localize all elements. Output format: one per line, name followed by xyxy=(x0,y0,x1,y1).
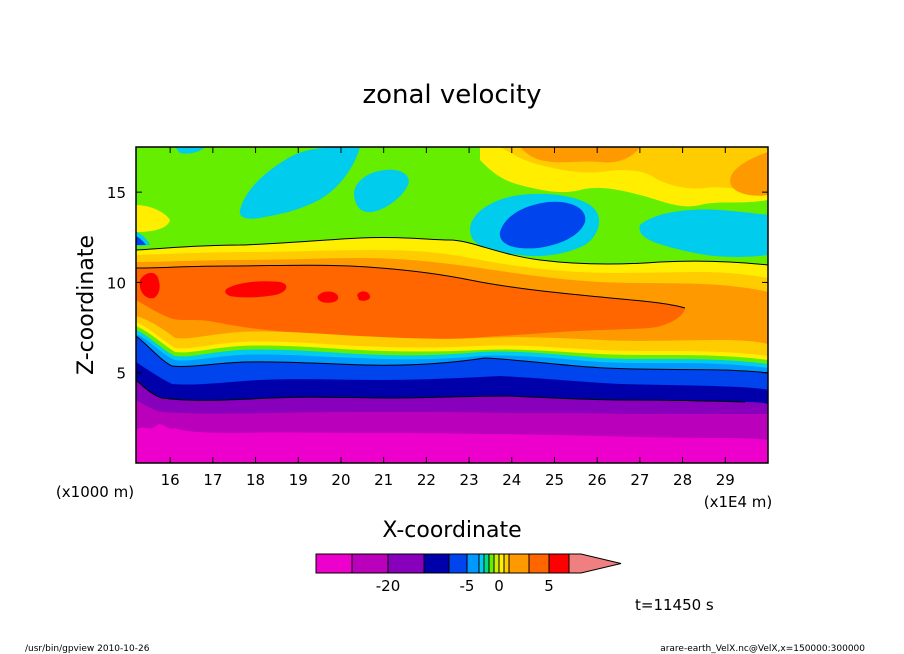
contour-region-cyan-2 xyxy=(354,169,409,213)
y-tick-label: 10 xyxy=(107,274,126,292)
contour-region-red-1 xyxy=(139,272,160,299)
x-tick-label: 28 xyxy=(673,471,692,489)
x-tick-label: 21 xyxy=(374,471,393,489)
x-tick-label: 19 xyxy=(289,471,308,489)
x-tick-label: 24 xyxy=(502,471,521,489)
contour-region-red-2 xyxy=(225,281,287,298)
x-tick-label: 29 xyxy=(716,471,735,489)
colorbar-segment xyxy=(493,553,500,574)
x-unit-label: (x1E4 m) xyxy=(704,493,773,511)
footer-right: arare-earth_VelX.nc@VelX,x=150000:300000 xyxy=(660,644,865,654)
colorbar-extension xyxy=(568,553,622,574)
y-axis-label: Z-coordinate xyxy=(74,235,99,375)
y-unit-label: (x1000 m) xyxy=(56,483,134,501)
contour-lines xyxy=(136,236,768,403)
colorbar-segment xyxy=(483,553,490,574)
x-tick-label: 22 xyxy=(417,471,436,489)
contour-region-cyan-1 xyxy=(239,147,360,219)
contour-region-blue-left xyxy=(136,236,146,245)
contour-region-upper-orange-2 xyxy=(730,152,768,196)
contour-region-upper-orange xyxy=(520,147,640,163)
contour-region-pink xyxy=(136,424,768,463)
colorbar-segment xyxy=(315,553,353,574)
colorbar-tick-label: 5 xyxy=(544,577,554,595)
colorbar-segment xyxy=(448,553,468,574)
colorbar-segment xyxy=(508,553,530,574)
contour-region-red-3 xyxy=(317,291,339,303)
x-tick-label: 25 xyxy=(545,471,564,489)
colorbar-tick-label: 0 xyxy=(494,577,504,595)
axis-ticks: 16 17 18 19 20 21 22 23 24 25 26 27 28 29 5 10 15 xyxy=(107,147,768,489)
y-tick-label: 5 xyxy=(116,365,126,383)
colorbar-segment xyxy=(503,553,510,574)
x-tick-label: 18 xyxy=(246,471,265,489)
x-tick-label: 20 xyxy=(331,471,350,489)
contour-region-left-yellow xyxy=(136,205,170,232)
colorbar-segment xyxy=(488,553,495,574)
colorbar-segment xyxy=(498,553,505,574)
colorbar-segment xyxy=(466,553,480,574)
time-annotation: t=11450 s xyxy=(635,596,714,614)
colorbar-tick-label: -20 xyxy=(376,577,401,595)
colorbar-segment xyxy=(351,553,389,574)
colorbar: -20 -5 0 5 xyxy=(315,553,622,595)
colorbar-segment xyxy=(423,553,450,574)
contour-region-blue-1 xyxy=(499,201,586,249)
plot-area xyxy=(136,147,768,463)
colorbar-segment xyxy=(478,553,485,574)
y-tick-label: 15 xyxy=(107,184,126,202)
contour-region-red-4 xyxy=(357,291,371,301)
footer-left: /usr/bin/gpview 2010-10-26 xyxy=(25,644,150,654)
x-axis-label: X-coordinate xyxy=(382,518,521,543)
chart-title: zonal velocity xyxy=(362,80,541,110)
x-tick-label: 26 xyxy=(588,471,607,489)
contour-region-cyan-4 xyxy=(639,209,768,257)
x-tick-label: 17 xyxy=(203,471,222,489)
colorbar-segment xyxy=(548,553,570,574)
x-tick-label: 27 xyxy=(630,471,649,489)
colorbar-tick-label: -5 xyxy=(460,577,475,595)
x-tick-label: 23 xyxy=(460,471,479,489)
colorbar-segment xyxy=(528,553,550,574)
plot-frame xyxy=(135,146,769,464)
contour-region-cyan-5 xyxy=(175,147,205,154)
x-tick-label: 16 xyxy=(161,471,180,489)
colorbar-segment xyxy=(387,553,425,574)
